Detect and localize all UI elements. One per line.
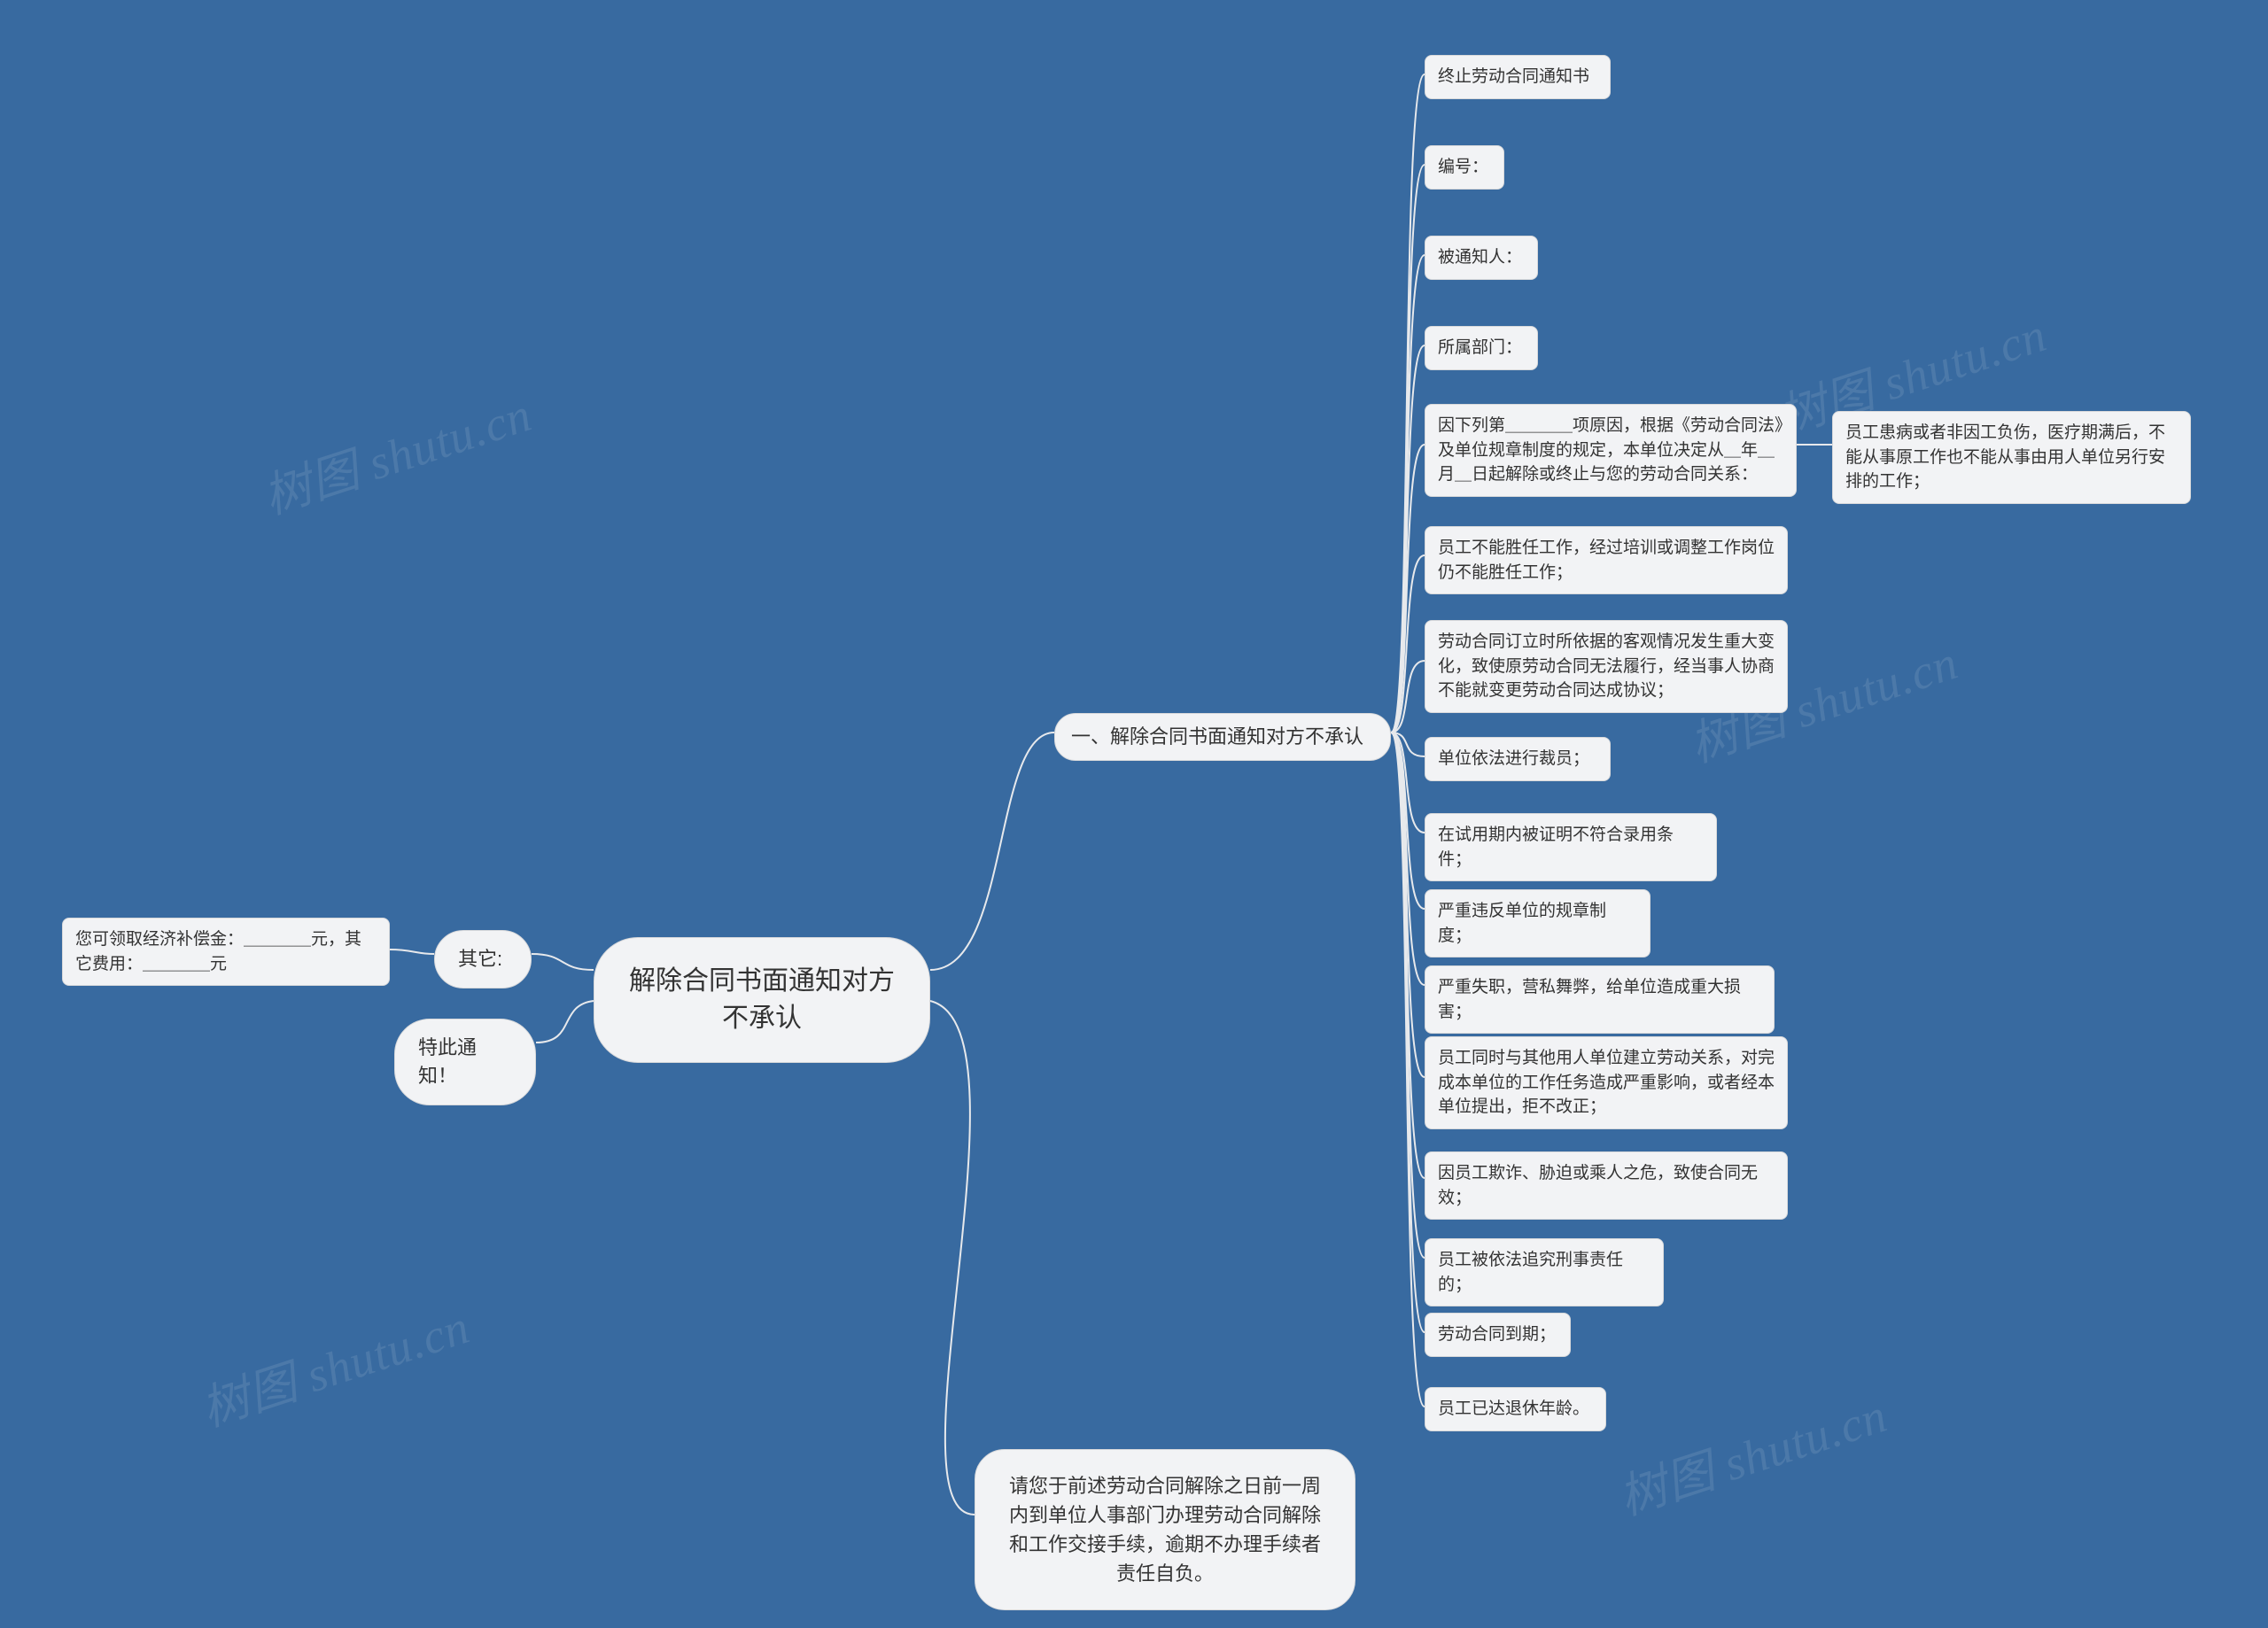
watermark: 树图 shutu.cn [190,1287,477,1439]
center-label: 解除合同书面通知对方不承认 [629,966,895,1033]
node-label: 劳动合同到期； [1438,1325,1556,1344]
node-section1[interactable]: 一、解除合同书面通知对方不承认 [1054,713,1391,761]
node-label: 劳动合同订立时所依据的客观情况发生重大变化，致使原劳动合同无法履行，经当事人协商… [1438,632,1775,700]
leaf-node[interactable]: 员工已达退休年龄。 [1425,1387,1606,1431]
watermark: 树图 shutu.cn [252,375,539,527]
node-hereby[interactable]: 特此通知！ [394,1019,536,1105]
node-label: 您可领取经济补偿金：＿＿＿＿元，其它费用：＿＿＿＿元 [75,930,361,973]
node-label: 所属部门： [1438,338,1522,357]
leaf-node[interactable]: 因员工欺诈、胁迫或乘人之危，致使合同无效； [1425,1151,1788,1220]
leaf-node[interactable]: 编号： [1425,145,1504,190]
edge-layer [0,0,2268,1628]
node-label: 严重违反单位的规章制度； [1438,902,1606,945]
node-label: 在试用期内被证明不符合录用条件； [1438,826,1674,869]
leaf-node[interactable]: 严重违反单位的规章制度； [1425,889,1651,957]
leaf-node[interactable]: 员工被依法追究刑事责任的； [1425,1238,1664,1306]
node-label: 员工被依法追究刑事责任的； [1438,1251,1623,1294]
leaf-node[interactable]: 所属部门： [1425,326,1538,370]
mindmap-canvas: 树图 shutu.cn 树图 shutu.cn 树图 shutu.cn 树图 s… [0,0,2268,1628]
node-label: 员工患病或者非因工负伤，医疗期满后，不能从事原工作也不能从事由用人单位另行安排的… [1845,423,2165,491]
node-label: 请您于前述劳动合同解除之日前一周内到单位人事部门办理劳动合同解除和工作交接手续，… [1009,1475,1321,1585]
leaf-node[interactable]: 被通知人： [1425,236,1538,280]
node-label: 其它: [458,948,502,970]
node-section2[interactable]: 请您于前述劳动合同解除之日前一周内到单位人事部门办理劳动合同解除和工作交接手续，… [975,1449,1355,1610]
node-label: 编号： [1438,158,1488,176]
node-label: 因下列第＿＿＿＿项原因，根据《劳动合同法》及单位规章制度的规定，本单位决定从＿年… [1438,416,1783,484]
leaf-node[interactable]: 员工不能胜任工作，经过培训或调整工作岗位仍不能胜任工作； [1425,526,1788,594]
leaf-node[interactable]: 员工同时与其他用人单位建立劳动关系，对完成本单位的工作任务造成严重影响，或者经本… [1425,1036,1788,1129]
watermark: 树图 shutu.cn [1608,1376,1894,1528]
node-label: 因员工欺诈、胁迫或乘人之危，致使合同无效； [1438,1164,1758,1207]
leaf-node[interactable]: 终止劳动合同通知书 [1425,55,1611,99]
leaf-node[interactable]: 员工患病或者非因工负伤，医疗期满后，不能从事原工作也不能从事由用人单位另行安排的… [1832,411,2191,504]
center-node[interactable]: 解除合同书面通知对方不承认 [594,937,930,1063]
node-label: 员工已达退休年龄。 [1438,1399,1589,1418]
node-label: 员工同时与其他用人单位建立劳动关系，对完成本单位的工作任务造成严重影响，或者经本… [1438,1049,1775,1116]
node-label: 单位依法进行裁员； [1438,749,1589,768]
node-label: 被通知人： [1438,248,1522,267]
leaf-node[interactable]: 严重失职，营私舞弊，给单位造成重大损害； [1425,965,1775,1034]
node-label: 员工不能胜任工作，经过培训或调整工作岗位仍不能胜任工作； [1438,539,1775,582]
leaf-node[interactable]: 因下列第＿＿＿＿项原因，根据《劳动合同法》及单位规章制度的规定，本单位决定从＿年… [1425,404,1797,497]
node-label: 一、解除合同书面通知对方不承认 [1071,725,1363,748]
leaf-node[interactable]: 劳动合同到期； [1425,1313,1571,1357]
leaf-node[interactable]: 在试用期内被证明不符合录用条件； [1425,813,1717,881]
node-label: 特此通知！ [418,1036,477,1087]
leaf-node[interactable]: 劳动合同订立时所依据的客观情况发生重大变化，致使原劳动合同无法履行，经当事人协商… [1425,620,1788,713]
node-label: 终止劳动合同通知书 [1438,67,1589,86]
node-other[interactable]: 其它: [434,930,532,988]
node-compensation[interactable]: 您可领取经济补偿金：＿＿＿＿元，其它费用：＿＿＿＿元 [62,918,390,986]
node-label: 严重失职，营私舞弊，给单位造成重大损害； [1438,978,1741,1021]
leaf-node[interactable]: 单位依法进行裁员； [1425,737,1611,781]
